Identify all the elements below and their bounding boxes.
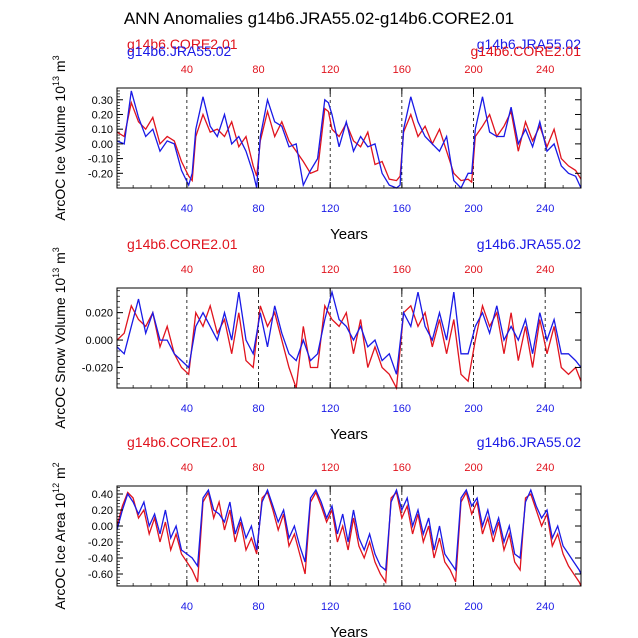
y-tick-label: 0.20: [92, 109, 113, 121]
y-axis-label: ArcOC Snow Volume 1013 m3: [51, 247, 68, 429]
x-tick-label-top: 40: [181, 64, 193, 76]
y-tick-label: -0.40: [88, 553, 113, 565]
y-tick-label: 0.020: [85, 308, 113, 320]
x-tick-label-bottom: 80: [252, 403, 264, 415]
legend-left-overlap: g14b6.JRA55.02: [127, 43, 232, 59]
x-tick-label-bottom: 240: [536, 203, 554, 215]
x-tick-label-top: 240: [536, 264, 554, 276]
y-tick-label: 0.00: [92, 139, 113, 151]
x-tick-label-top: 40: [181, 264, 193, 276]
x-tick-label-top: 240: [536, 462, 554, 474]
x-tick-label-top: 200: [464, 462, 482, 474]
x-tick-label-bottom: 160: [393, 403, 411, 415]
x-axis-label: Years: [330, 624, 368, 638]
x-tick-label-top: 80: [252, 264, 264, 276]
y-tick-label: 0.30: [92, 95, 113, 107]
x-tick-label-bottom: 240: [536, 601, 554, 613]
legend-right: g14b6.JRA55.02: [477, 434, 582, 450]
legend-right-overlap: g14b6.CORE2.01: [470, 43, 581, 59]
plot-frame: [116, 485, 582, 587]
x-tick-label-top: 160: [393, 264, 411, 276]
x-tick-label-bottom: 120: [321, 203, 339, 215]
panel-1: 0.30 0.20 0.10 0.00 -0.10 -0.20 40 40 80 80 120 120…: [51, 36, 582, 243]
x-tick-label-top: 200: [464, 264, 482, 276]
x-tick-label-bottom: 160: [393, 601, 411, 613]
y-tick-label: -0.10: [88, 154, 113, 166]
y-tick-label: -0.20: [88, 168, 113, 180]
y-tick-label: 0.10: [92, 124, 113, 136]
legend-left: g14b6.CORE2.01: [127, 36, 238, 52]
x-tick-label-bottom: 40: [181, 403, 193, 415]
x-tick-label-bottom: 200: [464, 601, 482, 613]
x-tick-label-bottom: 40: [181, 601, 193, 613]
y-axis-label: ArcOC Ice Area 1012 m2: [51, 462, 68, 609]
chart-title: ANN Anomalies g14b6.JRA55.02-g14b6.CORE2…: [124, 9, 514, 28]
legend-right: g14b6.JRA55.02: [477, 236, 582, 252]
x-axis-label: Years: [330, 426, 368, 443]
panel-3: 0.40 0.20 0.00 -0.20 -0.40 -0.60 40 40 80 80 120 12…: [51, 434, 582, 638]
y-tick-label: 0.20: [92, 505, 113, 517]
series-line-jra55: [116, 90, 582, 190]
y-tick-label: -0.20: [88, 537, 113, 549]
y-tick-label: 0.00: [92, 521, 113, 533]
y-tick-label: -0.020: [82, 362, 113, 374]
y-axis-label: ArcOC Ice Volume 1013 m3: [51, 55, 68, 220]
legend-left: g14b6.CORE2.01: [127, 236, 238, 252]
chart-panels: 0.30 0.20 0.10 0.00 -0.10 -0.20 40 40 80 80 120 120…: [51, 36, 582, 638]
x-tick-label-top: 80: [252, 64, 264, 76]
x-tick-label-top: 120: [321, 462, 339, 474]
x-tick-label-bottom: 120: [321, 601, 339, 613]
x-tick-label-bottom: 40: [181, 203, 193, 215]
plot-frame: [116, 287, 582, 389]
series-line-jra55: [116, 289, 582, 375]
series-line-jra55: [116, 488, 582, 575]
y-tick-label: -0.60: [88, 569, 113, 581]
x-tick-label-bottom: 240: [536, 403, 554, 415]
x-tick-label-bottom: 80: [252, 203, 264, 215]
x-tick-label-top: 160: [393, 462, 411, 474]
y-tick-label: 0.40: [92, 489, 113, 501]
x-tick-label-bottom: 200: [464, 203, 482, 215]
x-tick-label-top: 200: [464, 64, 482, 76]
x-tick-label-top: 120: [321, 264, 339, 276]
x-tick-label-top: 160: [393, 64, 411, 76]
x-tick-label-bottom: 160: [393, 203, 411, 215]
x-tick-label-top: 240: [536, 64, 554, 76]
x-axis-label: Years: [330, 226, 368, 243]
x-tick-label-bottom: 120: [321, 403, 339, 415]
panel-2: 0.020 0.000 -0.020 40 40 80 80 120 120 160 160 200 2…: [51, 236, 582, 443]
series-line-core2: [116, 490, 582, 587]
x-tick-label-bottom: 200: [464, 403, 482, 415]
legend-right: g14b6.JRA55.02: [477, 36, 582, 52]
y-tick-label: 0.000: [85, 335, 113, 347]
x-tick-label-top: 80: [252, 462, 264, 474]
x-tick-label-bottom: 80: [252, 601, 264, 613]
x-tick-label-top: 40: [181, 462, 193, 474]
x-tick-label-top: 120: [321, 64, 339, 76]
legend-left: g14b6.CORE2.01: [127, 434, 238, 450]
